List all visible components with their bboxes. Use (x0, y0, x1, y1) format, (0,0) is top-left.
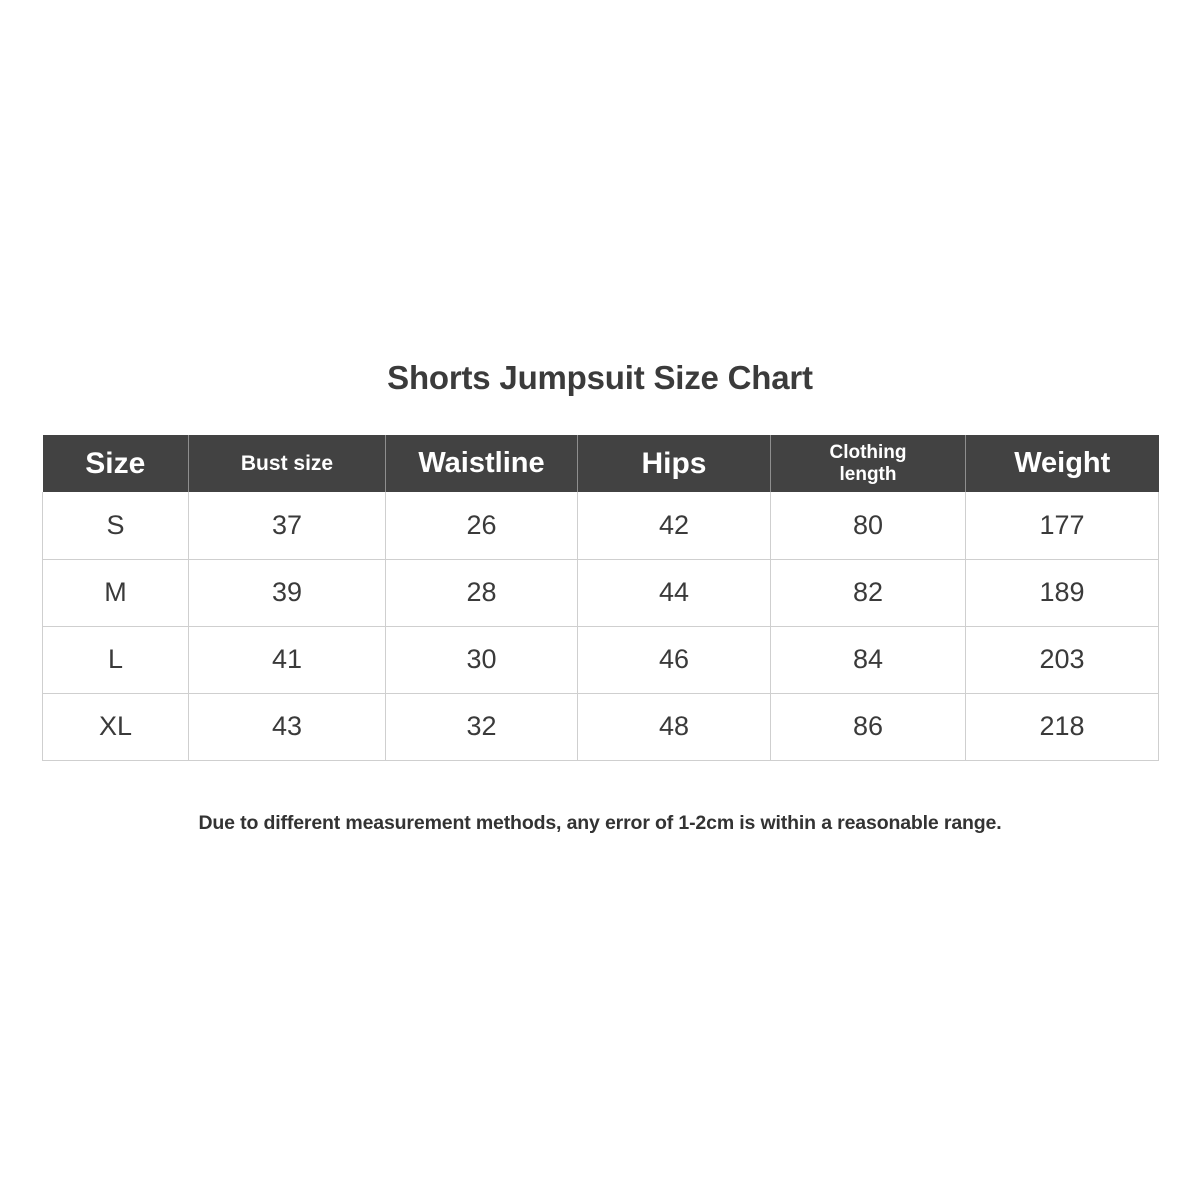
column-header-size: Size (42, 435, 189, 492)
cell-size: M (42, 559, 189, 627)
cell-weight: 218 (965, 693, 1159, 761)
clothing-length-line-1: Clothing (829, 442, 907, 464)
table-header: Size Bust size Waistline Hips Clothing l… (42, 435, 1159, 492)
cell-hips: 44 (577, 559, 771, 627)
cell-waistline: 30 (385, 626, 578, 694)
page-title: Shorts Jumpsuit Size Chart (387, 359, 813, 396)
cell-hips: 48 (577, 693, 771, 761)
cell-size: L (42, 626, 189, 694)
cell-clothing-length: 86 (770, 693, 966, 761)
cell-bust: 41 (188, 626, 386, 694)
column-header-waistline: Waistline (385, 435, 578, 492)
table-row: M 39 28 44 82 189 (42, 559, 1159, 627)
column-header-bust-size: Bust size (188, 435, 386, 492)
cell-size: XL (42, 693, 189, 761)
cell-size: S (42, 492, 189, 560)
column-header-hips: Hips (577, 435, 771, 492)
table-row: L 41 30 46 84 203 (42, 626, 1159, 694)
cell-clothing-length: 84 (770, 626, 966, 694)
cell-waistline: 32 (385, 693, 578, 761)
table-body: S 37 26 42 80 177 M 39 28 44 82 189 L 41… (42, 492, 1159, 761)
cell-weight: 203 (965, 626, 1159, 694)
clothing-length-line-2: length (839, 463, 897, 485)
cell-clothing-length: 82 (770, 559, 966, 627)
table-row: XL 43 32 48 86 218 (42, 693, 1159, 761)
cell-waistline: 28 (385, 559, 578, 627)
column-header-weight: Weight (965, 435, 1159, 492)
column-header-clothing-length: Clothing length (770, 435, 966, 492)
cell-waistline: 26 (385, 492, 578, 560)
cell-hips: 42 (577, 492, 771, 560)
cell-hips: 46 (577, 626, 771, 694)
cell-bust: 43 (188, 693, 386, 761)
table-row: S 37 26 42 80 177 (42, 492, 1159, 560)
cell-bust: 39 (188, 559, 386, 627)
size-chart-table: Size Bust size Waistline Hips Clothing l… (42, 435, 1159, 761)
measurement-disclaimer: Due to different measurement methods, an… (198, 812, 1002, 834)
cell-weight: 189 (965, 559, 1159, 627)
cell-bust: 37 (188, 492, 386, 560)
cell-weight: 177 (965, 492, 1159, 560)
table-header-row: Size Bust size Waistline Hips Clothing l… (42, 435, 1159, 492)
cell-clothing-length: 80 (770, 492, 966, 560)
